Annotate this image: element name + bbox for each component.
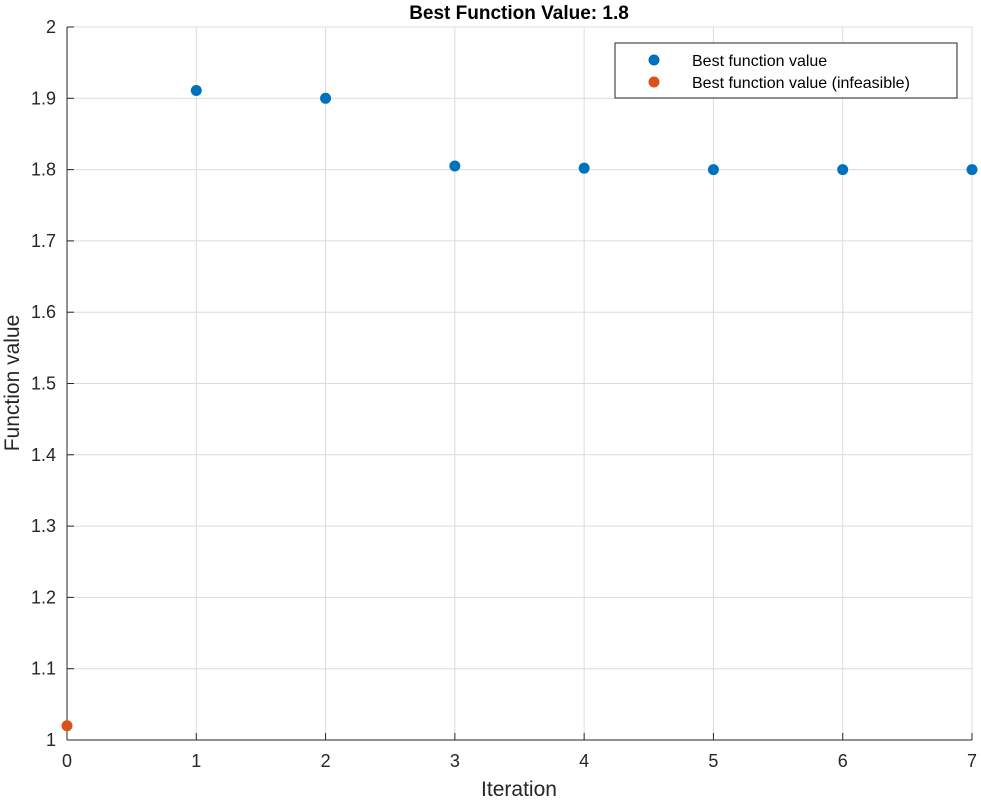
- data-marks: [61, 84, 978, 732]
- y-tick-label: 1.2: [31, 587, 56, 607]
- x-axis-label: Iteration: [481, 778, 557, 800]
- best-value-point: [320, 92, 332, 104]
- x-tick-label: 0: [62, 751, 72, 771]
- x-tick-label: 7: [967, 751, 977, 771]
- legend-box: [614, 42, 958, 99]
- best-value-point: [837, 164, 849, 176]
- ticks: 0 1 2 3 4 5 6 711.11.21.31.41.51.61.71.81.92: [31, 17, 977, 771]
- legend-label-best: Best function value: [692, 53, 827, 70]
- chart-title: Best Function Value: 1.8: [409, 3, 629, 24]
- x-tick-label: 6: [838, 751, 848, 771]
- y-tick-label: 1.9: [31, 88, 56, 108]
- y-tick-label: 1.8: [31, 160, 56, 180]
- y-axis-label: Function value: [1, 315, 24, 452]
- legend: Best function value Best function value …: [614, 42, 958, 99]
- grid: [66, 26, 973, 741]
- best-value-point: [190, 84, 202, 96]
- y-tick-label: 1: [46, 730, 56, 750]
- y-tick-label: 1.5: [31, 374, 56, 394]
- x-tick-label: 4: [579, 751, 589, 771]
- best-value-point: [707, 164, 719, 176]
- legend-label-infeasible: Best function value (infeasible): [692, 75, 910, 92]
- y-tick-label: 1.3: [31, 516, 56, 536]
- y-tick-label: 1.7: [31, 231, 56, 251]
- legend-marker-infeasible: [648, 76, 660, 88]
- infeasible-value-point: [61, 720, 73, 732]
- best-value-point: [966, 164, 978, 176]
- legend-marker-best: [648, 54, 660, 66]
- x-tick-label: 5: [708, 751, 718, 771]
- y-tick-label: 1.1: [31, 659, 56, 679]
- x-tick-label: 1: [191, 751, 201, 771]
- y-tick-label: 2: [46, 17, 56, 37]
- x-tick-label: 2: [321, 751, 331, 771]
- best-value-point: [578, 162, 590, 174]
- x-tick-label: 3: [450, 751, 460, 771]
- best-value-point: [449, 160, 461, 172]
- y-tick-label: 1.4: [31, 445, 56, 465]
- y-tick-label: 1.6: [31, 302, 56, 322]
